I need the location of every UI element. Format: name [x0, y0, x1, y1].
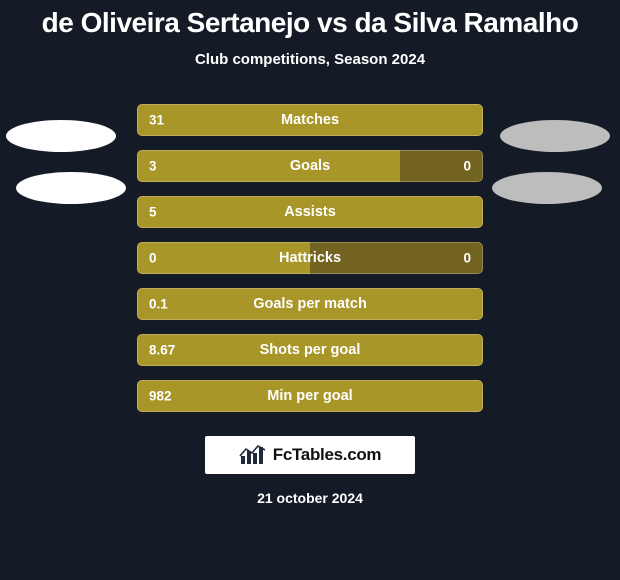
stat-row: Shots per goal8.67: [137, 334, 483, 366]
stat-rows: Matches31 Goals30 Assists5 Hattricks00 Goals…: [0, 104, 620, 412]
stat-row: Min per goal982: [137, 380, 483, 412]
stat-bar-left: [137, 288, 483, 320]
player-right-ellipse: [500, 120, 610, 152]
stat-bar-right: [310, 242, 483, 274]
stat-bar-left: [137, 380, 483, 412]
stat-bar-left: [137, 150, 400, 182]
stat-bar-left: [137, 196, 483, 228]
comparison-infographic: de Oliveira Sertanejo vs da Silva Ramalh…: [0, 0, 620, 580]
player-right-ellipse: [492, 172, 602, 204]
stat-bar-right: [400, 150, 483, 182]
stat-row: Matches31: [137, 104, 483, 136]
stat-row: Assists5: [137, 196, 483, 228]
stat-row: Goals30: [137, 150, 483, 182]
player-left-ellipse: [16, 172, 126, 204]
page-title: de Oliveira Sertanejo vs da Silva Ramalh…: [0, 8, 620, 39]
player-left-ellipse: [6, 120, 116, 152]
stat-bar-left: [137, 104, 483, 136]
stat-bar-left: [137, 334, 483, 366]
subtitle: Club competitions, Season 2024: [0, 51, 620, 68]
source-badge: FcTables.com: [205, 436, 415, 474]
stat-bar-left: [137, 242, 310, 274]
source-label: FcTables.com: [273, 445, 382, 465]
stat-row: Hattricks00: [137, 242, 483, 274]
bar-chart-icon: [239, 444, 267, 466]
stat-row: Goals per match0.1: [137, 288, 483, 320]
date-label: 21 october 2024: [0, 490, 620, 506]
